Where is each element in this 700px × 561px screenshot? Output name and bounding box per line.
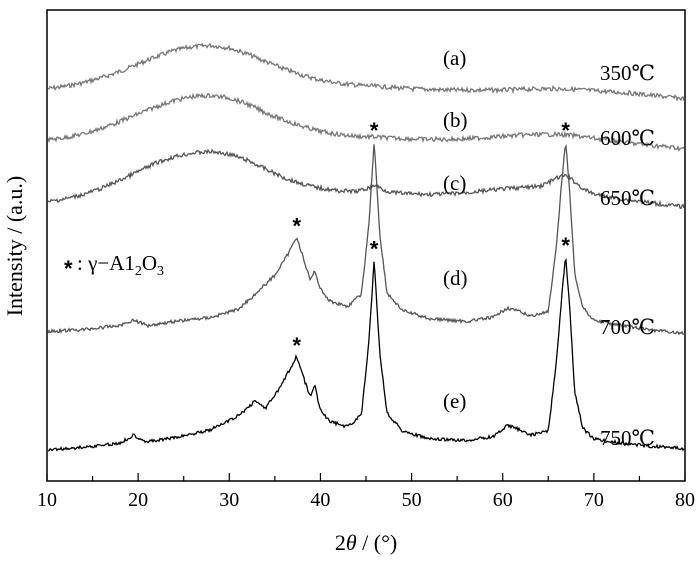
peak-marker: * <box>370 237 379 262</box>
series-letter-label: (c) <box>443 171 466 195</box>
series-letter-label: (a) <box>443 46 466 70</box>
x-tick-label: 20 <box>128 489 148 511</box>
star-layer: * * * * * * <box>292 118 570 358</box>
label-layer: (a) 350℃ (b) 600℃ (c) 650℃ (d) 700℃ (e) 750℃ <box>443 46 655 450</box>
series-letter-label: (d) <box>443 266 468 290</box>
phase-legend-text: : γ−A12O3 <box>77 251 164 279</box>
x-tick-label: 70 <box>584 489 604 511</box>
peak-marker: * <box>561 233 570 258</box>
x-tick-label: 50 <box>402 489 422 511</box>
series-line <box>47 258 685 452</box>
series-line <box>47 143 685 336</box>
series-line <box>47 92 685 152</box>
phase-legend-star: * <box>64 256 73 281</box>
phase-legend-sub2: 3 <box>157 264 164 279</box>
x-tick-label: 80 <box>675 489 695 511</box>
series-temp-label: 600℃ <box>600 126 655 150</box>
x-axis-title-suffix: / (°) <box>357 530 398 555</box>
phase-legend-sub1: 2 <box>135 264 142 279</box>
series-line <box>47 148 685 210</box>
series-line <box>47 42 685 102</box>
peak-marker: * <box>370 118 379 143</box>
peak-marker: * <box>292 213 301 238</box>
tick-layer: 10 20 30 40 50 60 70 80 <box>37 473 695 511</box>
y-axis-title: Intensity / (a.u.) <box>2 176 27 317</box>
peak-marker: * <box>561 118 570 143</box>
x-axis-title-prefix: 2 <box>335 530 346 555</box>
series-temp-label: 650℃ <box>600 186 655 210</box>
series-temp-label: 750℃ <box>600 426 655 450</box>
series-layer <box>47 42 685 452</box>
phase-legend-mid: O <box>142 251 157 275</box>
x-axis-title-var: θ <box>346 530 357 555</box>
peak-marker: * <box>292 333 301 358</box>
x-tick-label: 10 <box>37 489 57 511</box>
series-letter-label: (e) <box>443 389 466 413</box>
x-tick-label: 30 <box>219 489 239 511</box>
x-tick-label: 40 <box>310 489 330 511</box>
series-temp-label: 700℃ <box>600 315 655 339</box>
x-tick-label: 60 <box>493 489 513 511</box>
plot-frame <box>46 9 686 482</box>
series-letter-label: (b) <box>443 108 468 132</box>
phase-legend-prefix: : γ−A1 <box>77 251 135 275</box>
series-temp-label: 350℃ <box>600 61 655 85</box>
x-axis-title: 2θ / (°) <box>335 530 397 555</box>
